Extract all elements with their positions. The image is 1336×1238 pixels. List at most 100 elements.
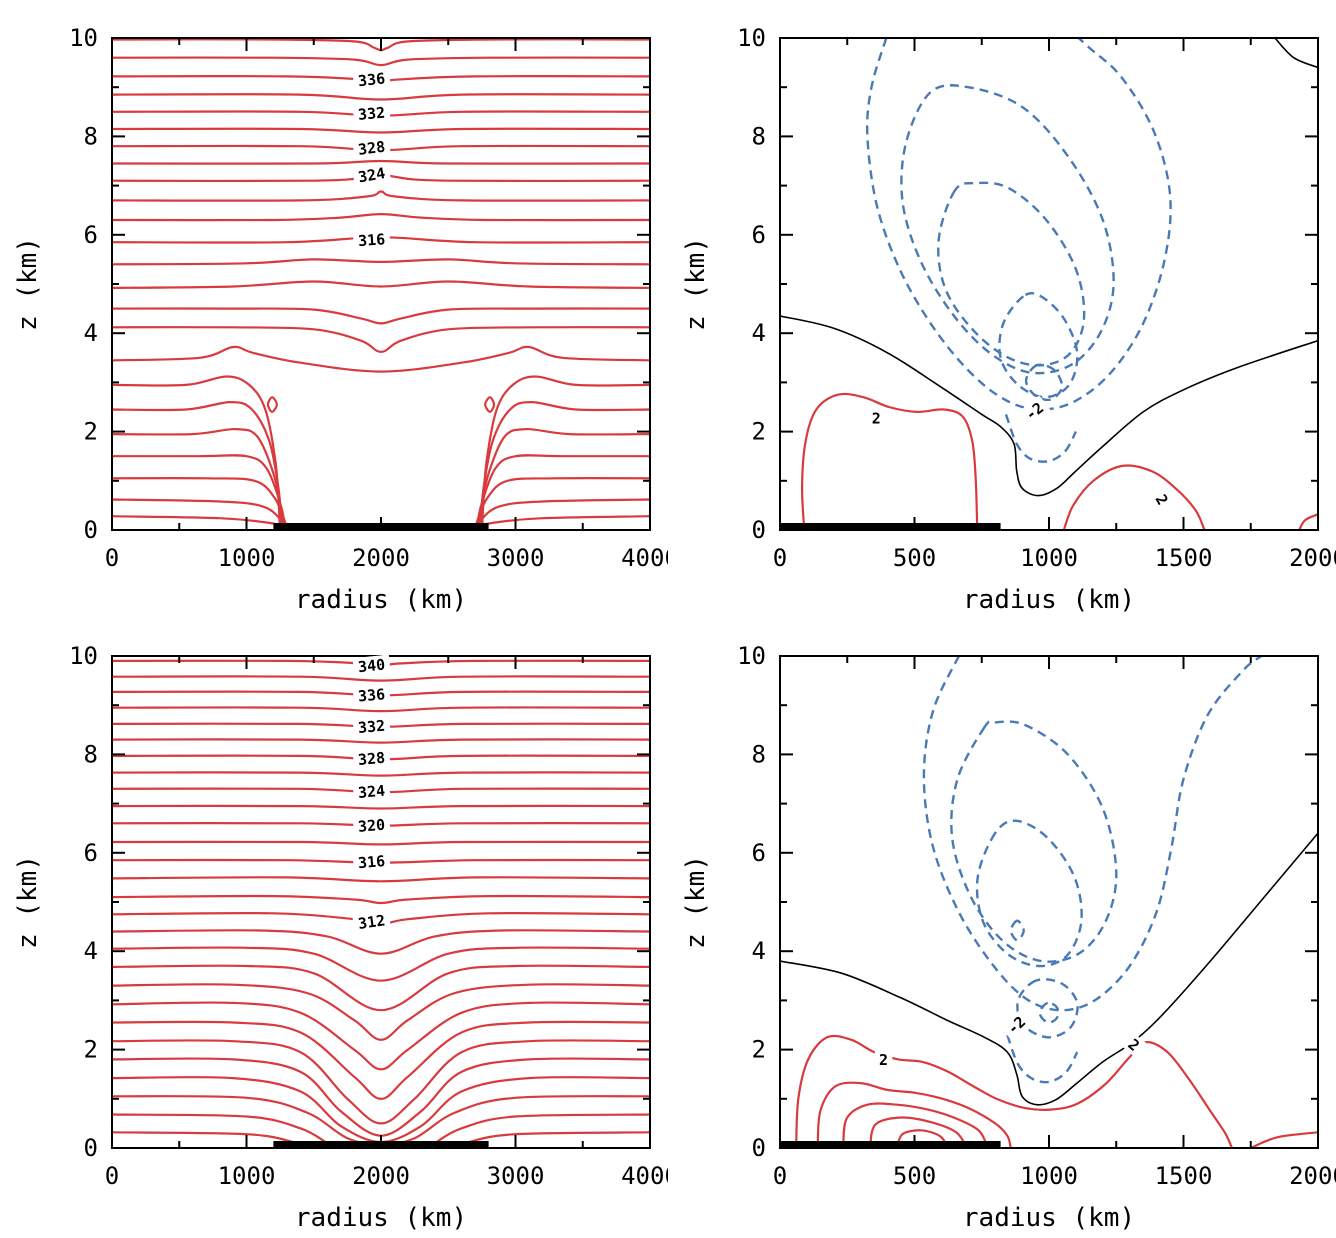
- contour-positive: [795, 1034, 1233, 1148]
- y-axis-title: z (km): [681, 855, 711, 949]
- y-tick-label: 8: [752, 122, 766, 150]
- y-tick-label: 6: [752, 839, 766, 867]
- contour-positive: [112, 127, 650, 134]
- contour-positive: [112, 345, 650, 373]
- y-axis-title: z (km): [13, 237, 43, 331]
- contour-positive: [1250, 1131, 1318, 1148]
- contour-negative: [1038, 1001, 1060, 1024]
- svg-text:324: 324: [357, 164, 387, 186]
- contour-positive: [112, 326, 650, 354]
- contour-positive: [112, 427, 285, 530]
- contour-positive: [112, 894, 650, 905]
- svg-text:316: 316: [357, 852, 386, 872]
- contour-negative: [975, 819, 1083, 968]
- contour-positive: [112, 498, 291, 530]
- contour-positive: [469, 515, 650, 530]
- svg-text:328: 328: [357, 749, 386, 769]
- contour-negative: [900, 84, 1115, 375]
- y-tick-label: 10: [69, 24, 98, 52]
- x-tick-label: 1500: [1155, 544, 1213, 572]
- svg-text:332: 332: [357, 717, 386, 737]
- y-tick-label: 10: [69, 642, 98, 670]
- contour-label: 328: [352, 136, 391, 159]
- contour-negative: [1006, 1034, 1079, 1084]
- y-tick-label: 0: [84, 1134, 98, 1162]
- x-tick-label: 2000: [352, 1162, 410, 1190]
- contour-negative: [1016, 978, 1079, 1039]
- contour-label: 328: [352, 747, 391, 769]
- surface-forcing-bar: [780, 523, 1001, 531]
- contour-positive: [112, 1039, 650, 1125]
- contour-positive: [1062, 464, 1206, 530]
- contour-positive: [112, 515, 293, 530]
- contour-positive: [471, 498, 650, 530]
- x-tick-label: 2000: [1289, 1162, 1336, 1190]
- contour-positive: [112, 771, 650, 777]
- x-tick-label: 1000: [1020, 544, 1078, 572]
- y-axis-title: z (km): [13, 855, 43, 949]
- contour-positive: [112, 840, 650, 846]
- contour-negative: [865, 38, 1172, 411]
- contour-positive: [112, 280, 650, 289]
- x-tick-label: 2000: [352, 544, 410, 572]
- x-tick-label: 3000: [487, 544, 545, 572]
- x-tick-label: 0: [105, 544, 119, 572]
- y-tick-label: 0: [752, 1134, 766, 1162]
- y-tick-label: 6: [752, 221, 766, 249]
- y-tick-label: 2: [84, 418, 98, 446]
- contour-zero: [1274, 38, 1318, 69]
- contour-positive: [112, 929, 650, 955]
- contour-label: 316: [352, 229, 391, 250]
- x-tick-label: 3000: [487, 1162, 545, 1190]
- contour-positive: [112, 56, 650, 67]
- contour-label: 320: [352, 814, 391, 836]
- contour-positive: [112, 258, 650, 266]
- contour-plot-top-right: 0 500 1000 1500 2000 0 2 4 6 8 10 radius (km) z (km)…: [681, 24, 1336, 615]
- contour-positive: [266, 396, 278, 414]
- contour-label: 332: [352, 102, 391, 124]
- y-tick-label: 4: [84, 319, 98, 347]
- contour-label: 324: [352, 780, 391, 802]
- x-axis-title: radius (km): [295, 1203, 467, 1233]
- svg-text:332: 332: [357, 104, 386, 124]
- x-tick-label: 1000: [1020, 1162, 1078, 1190]
- contour-negative: [922, 656, 1263, 1012]
- contour-positive: [800, 392, 979, 530]
- y-tick-label: 4: [84, 937, 98, 965]
- y-tick-label: 0: [84, 516, 98, 544]
- contour-positive: [112, 804, 650, 810]
- y-tick-label: 4: [752, 937, 766, 965]
- contour-positive: [1298, 513, 1318, 530]
- contour-positive: [477, 427, 650, 530]
- y-tick-label: 0: [752, 516, 766, 544]
- contour-positive: [112, 400, 283, 530]
- contour-negative: [950, 720, 1118, 963]
- contour-negative: [998, 292, 1079, 399]
- contour-label: 336: [352, 684, 391, 706]
- svg-text:2: 2: [879, 1051, 888, 1069]
- contour-positive: [112, 1001, 650, 1071]
- contour-negative: [1004, 413, 1077, 463]
- contour-positive: [112, 454, 287, 530]
- plot-frame: [779, 655, 1319, 1149]
- svg-text:2: 2: [872, 409, 881, 427]
- y-tick-label: 8: [84, 122, 98, 150]
- x-tick-label: 2000: [1289, 544, 1336, 572]
- contour-positive: [112, 964, 650, 1012]
- contour-positive: [481, 375, 650, 530]
- contour-label: 2: [874, 1050, 893, 1069]
- contour-label: -2: [1000, 1009, 1033, 1041]
- contour-positive: [112, 876, 650, 883]
- contour-positive: [112, 190, 650, 202]
- contour-positive: [112, 983, 650, 1041]
- contour-positive: [112, 946, 650, 982]
- y-tick-label: 4: [752, 319, 766, 347]
- contour-positive: [112, 93, 650, 101]
- contour-label: 332: [352, 715, 391, 737]
- y-tick-label: 10: [737, 642, 766, 670]
- contour-positive: [112, 375, 281, 530]
- svg-text:336: 336: [357, 685, 386, 705]
